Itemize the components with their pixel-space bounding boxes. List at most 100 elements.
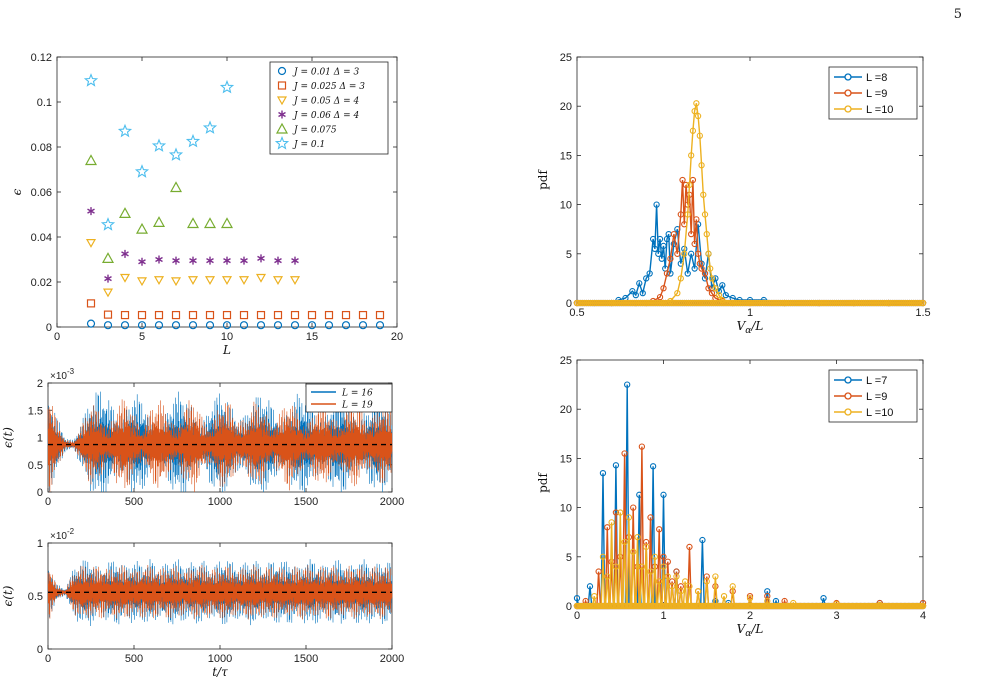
data-point xyxy=(698,265,705,272)
data-point xyxy=(677,211,684,218)
series-1 xyxy=(573,176,927,307)
zero-point xyxy=(919,299,927,307)
zero-point xyxy=(779,299,786,307)
legend-marker xyxy=(844,408,852,416)
zero-point xyxy=(798,299,806,307)
data-point xyxy=(121,249,129,258)
panel-epsilon_vs_L: 0 5 10 15 20 0 0.02 0.04 0.06 0.08 0.1 0.12 Lϵ J = 0.… xyxy=(10,52,403,357)
zero-point xyxy=(823,299,831,307)
data-point xyxy=(202,120,218,134)
data-point xyxy=(591,593,598,600)
data-point xyxy=(275,122,289,134)
zero-point xyxy=(675,299,683,307)
y-tick-label: 0.06 xyxy=(31,187,52,199)
panel-epsilon_t_J01: 0 500 1000 1500 2000 0 0.5 1 t/τ ϵ(t) ×10-2 xyxy=(1,527,404,679)
data-point xyxy=(612,509,620,516)
data-point xyxy=(703,578,710,585)
zero-point xyxy=(714,299,721,307)
y-tick-label: 0.12 xyxy=(31,52,52,64)
series-line-1 xyxy=(47,399,393,493)
zero-point xyxy=(629,299,636,307)
zero-point xyxy=(767,299,775,307)
y-tick-label: 0 xyxy=(566,298,572,310)
data-point xyxy=(220,217,234,229)
y-tick-label: 1 xyxy=(37,538,43,550)
zero-point xyxy=(812,299,819,307)
zero-point xyxy=(723,299,731,307)
zero-point xyxy=(856,299,863,307)
zero-point xyxy=(844,299,852,307)
legend-item: J = 0.075 xyxy=(275,122,337,136)
x-tick-label: 500 xyxy=(125,653,143,665)
zero-point xyxy=(741,299,748,307)
zero-point xyxy=(610,299,617,307)
x-tick-label: 1 xyxy=(660,610,666,622)
data-point xyxy=(103,310,113,319)
data-point xyxy=(118,207,132,218)
y-tick-label: 5 xyxy=(566,552,572,564)
series-2 xyxy=(85,239,301,298)
data-point xyxy=(686,583,693,590)
zero-point xyxy=(650,299,658,307)
zero-point xyxy=(827,299,834,307)
zero-point xyxy=(693,299,700,307)
data-point xyxy=(686,543,693,551)
series-2 xyxy=(573,509,927,610)
legend-box xyxy=(305,383,393,413)
zero-point xyxy=(802,299,809,307)
data-point xyxy=(673,573,680,580)
x-tick-label: 1.5 xyxy=(915,307,930,319)
data-point xyxy=(119,273,131,283)
x-tick-label: 2 xyxy=(747,610,753,622)
zero-point xyxy=(764,299,771,307)
data-point xyxy=(694,250,702,257)
series-line xyxy=(577,103,923,304)
series-0 xyxy=(573,201,927,307)
label-part: /L xyxy=(750,319,763,333)
data-point xyxy=(651,245,658,253)
data-point xyxy=(617,553,624,560)
data-point xyxy=(670,230,678,238)
zero-point xyxy=(614,299,621,307)
zero-point xyxy=(587,299,594,307)
y-axis-label: pdf xyxy=(536,169,550,190)
panel-pdf_bottom: 0 1 2 3 4 0 5 10 15 20 25 Vα/L pdf L =7 L =9 L =10 xyxy=(536,355,927,639)
legend-label: L =10 xyxy=(866,104,893,116)
zero-point xyxy=(816,299,823,307)
legend-item: J = 0.06 Δ = 4 xyxy=(278,110,360,121)
zero-point xyxy=(718,299,725,307)
zero-point xyxy=(819,299,827,307)
zero-point xyxy=(681,299,688,307)
zero-point xyxy=(760,299,767,307)
data-point xyxy=(820,594,827,602)
zero-point xyxy=(839,299,846,307)
label-sub: α xyxy=(745,629,751,639)
data-point xyxy=(152,216,166,227)
zero-point xyxy=(656,299,663,307)
y-tick-label: 0.08 xyxy=(31,142,52,154)
zero-point xyxy=(635,299,642,307)
legend-marker xyxy=(844,73,852,81)
data-point xyxy=(85,239,97,248)
zero-point xyxy=(900,299,907,307)
data-point xyxy=(658,255,665,262)
legend: L =8 L =9 L =10 xyxy=(828,66,918,120)
data-point xyxy=(612,462,620,469)
y-tick-label: 1.5 xyxy=(28,405,43,417)
data-point xyxy=(238,276,250,285)
zero-point xyxy=(781,299,788,307)
label-part: /L xyxy=(750,622,763,636)
zero-point xyxy=(919,602,927,610)
data-point xyxy=(638,563,646,570)
data-point xyxy=(608,558,615,565)
zero-point xyxy=(821,299,829,307)
data-point xyxy=(206,256,214,265)
zero-point xyxy=(877,299,884,307)
y-tick-label: 0 xyxy=(37,487,43,499)
y-multiplier: ×10-3 xyxy=(50,367,75,382)
data-point xyxy=(239,310,249,320)
data-point xyxy=(84,154,98,166)
legend-label: J = 0.01 Δ = 3 xyxy=(292,68,360,78)
data-point xyxy=(700,191,707,198)
zero-point xyxy=(691,299,698,307)
